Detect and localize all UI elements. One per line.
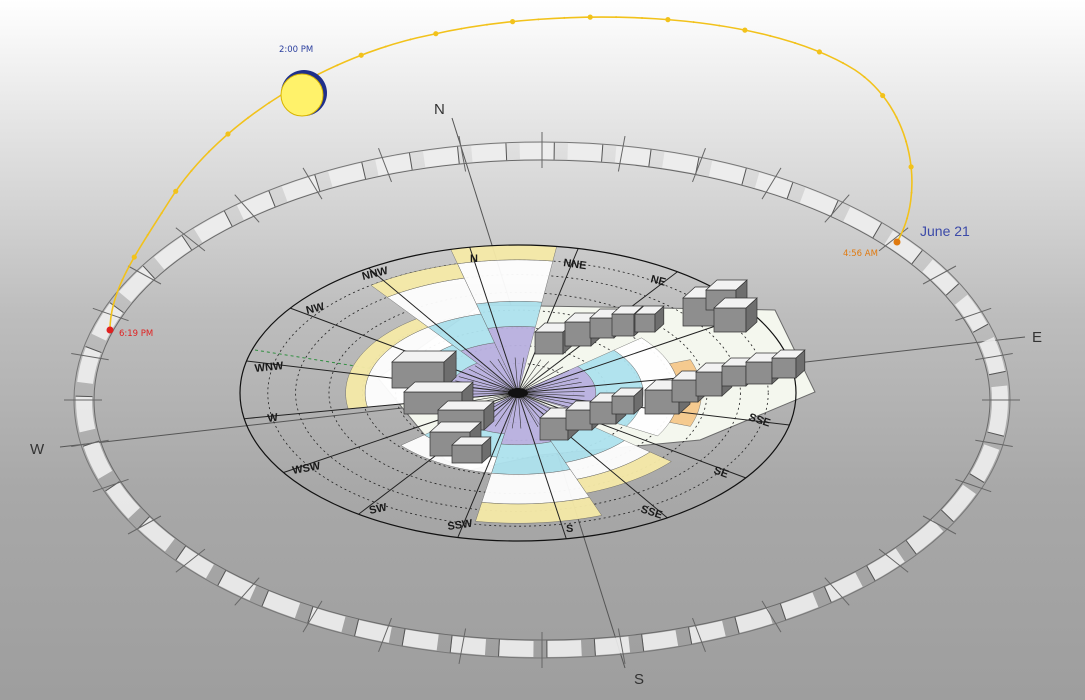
- rose-label-ne: NE: [649, 273, 667, 289]
- rose-label-ssw: SSW: [447, 518, 474, 533]
- rose-label-nne: NNE: [563, 257, 588, 272]
- rose-label-ese: SSE: [747, 411, 772, 429]
- sun-icon[interactable]: [280, 70, 327, 117]
- compass-west-label: W: [30, 441, 45, 458]
- rose-label-n: N: [470, 253, 478, 265]
- rose-label-se: SE: [712, 465, 730, 481]
- rose-label-nw: NW: [305, 301, 326, 317]
- compass-south-label: S: [634, 671, 644, 688]
- buildings: [391, 279, 806, 464]
- compass-east-label: E: [1032, 329, 1042, 346]
- rose-label-s: S: [566, 523, 573, 535]
- sun-labels: 2:00 PM 4:56 AM 6:19 PM June 21: [119, 45, 970, 339]
- rose-label-sw: SW: [368, 501, 388, 517]
- rose-label-sse: SSE: [639, 503, 664, 521]
- sunset-marker: [106, 326, 114, 334]
- compass-north-label: N: [434, 101, 445, 118]
- rose-label-wsw: WSW: [291, 460, 321, 477]
- sun-path: [106, 14, 914, 334]
- sunrise-marker: [893, 238, 901, 246]
- wind-rose: [239, 244, 797, 542]
- compass-labels: N E S W: [30, 101, 1042, 688]
- current-time-label: 2:00 PM: [279, 45, 313, 55]
- compass-ring: [64, 132, 1020, 668]
- sunset-time-label: 6:19 PM: [119, 329, 153, 339]
- sunrise-time-label: 4:56 AM: [843, 249, 878, 259]
- rose-label-w: W: [267, 412, 280, 425]
- rose-label-wnw: WNW: [254, 360, 284, 375]
- date-label: June 21: [920, 223, 970, 239]
